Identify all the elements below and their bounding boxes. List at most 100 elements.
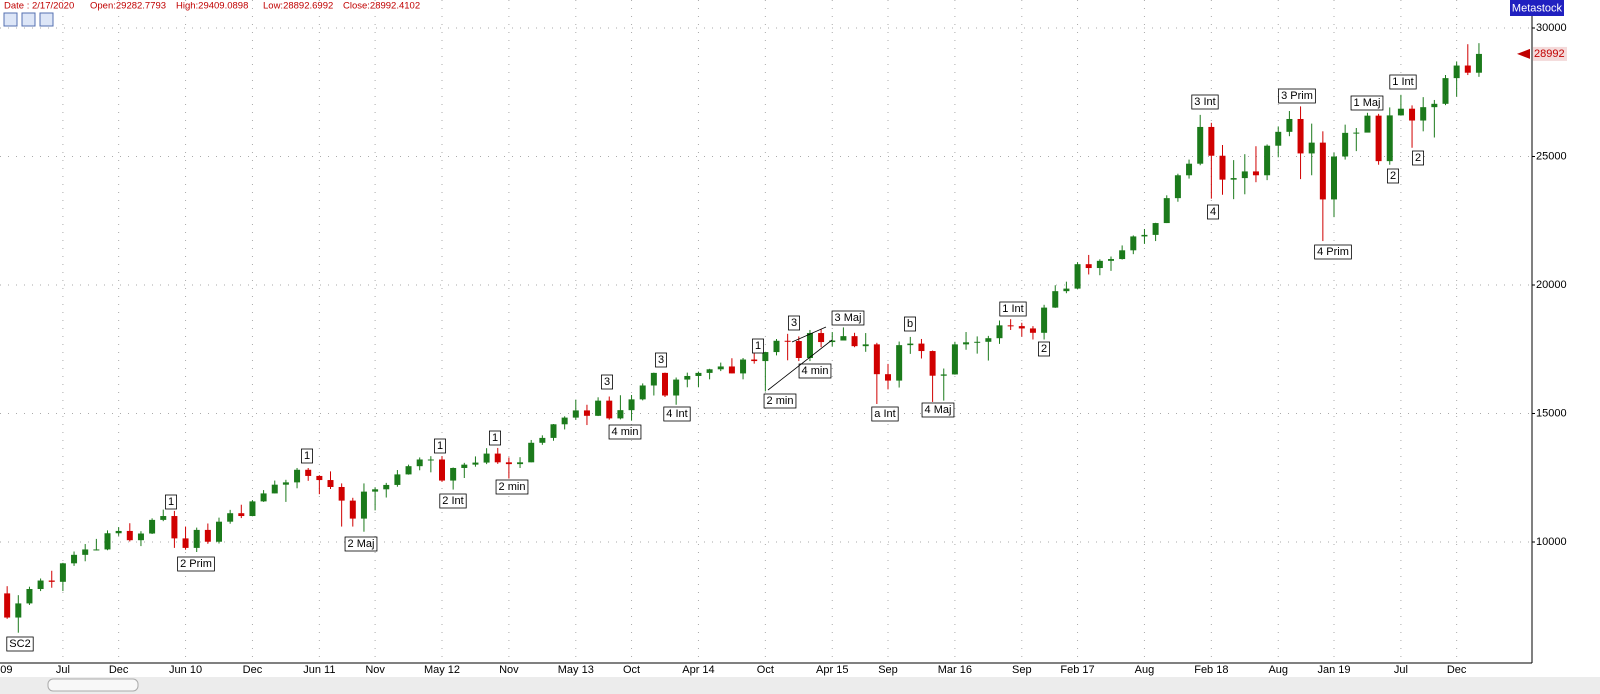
wave-label-box [831,310,865,326]
wave-label-box [1412,150,1424,166]
x-tick-label: Jan 19 [1317,664,1350,676]
wave-label-box [301,448,313,464]
candle-body [1018,326,1025,329]
candle-body [93,549,100,551]
candle-body [539,437,546,443]
wave-label-box [608,424,642,440]
toolbar-icons[interactable] [3,12,54,27]
icon[interactable] [3,12,18,27]
wave-label: 3 [791,317,797,329]
wave-label: 2 min [767,395,794,407]
candle-body [238,513,245,517]
candle-body [996,325,1003,339]
candle-body [1041,307,1048,333]
x-tick-label: May 12 [424,664,460,676]
y-tick-label: 15000 [1536,407,1567,419]
candle-body [762,352,769,362]
icon[interactable] [39,12,54,27]
candle-body [639,385,646,400]
wave-label-box [763,393,797,409]
wave-label-box [165,494,177,510]
x-tick-label: Dec [243,664,263,676]
candle-body [1409,108,1416,121]
candle-body [985,338,992,342]
wave-label-box [495,479,529,495]
wave-label-box [1389,74,1417,90]
wave-label: 2 Prim [180,558,212,570]
candle-body [1108,259,1114,261]
wave-label: a Int [874,408,895,420]
candle-body [517,462,524,465]
wave-label-box [489,430,501,446]
candle-body [1063,288,1070,292]
candle-body [494,453,501,463]
candle-body [773,340,780,353]
candle-body [1152,223,1159,235]
trend-line [791,326,827,343]
wave-label: 1 Maj [1354,97,1381,109]
x-tick-label: Feb 17 [1060,664,1094,676]
candle-body [1096,260,1103,269]
wave-label: 1 Int [1002,303,1023,315]
candle-body [818,333,825,343]
price-marker-arrow [1517,48,1530,59]
candle-body [673,379,680,396]
scroll-thumb[interactable] [47,678,139,692]
header-high: High:29409.0898 [176,1,248,12]
candle-body [751,359,758,362]
candle-body [483,453,490,463]
wave-label-box [663,406,691,422]
candle-body [505,462,512,465]
x-tick-label: Sep [878,664,898,676]
candle-body [1130,236,1137,251]
icon[interactable] [21,12,36,27]
candle-body [1141,234,1148,237]
x-tick-label: Jul [1394,664,1408,676]
candle-body [383,484,390,490]
candle-body [873,344,880,375]
x-tick-label: Sep [1012,664,1032,676]
candle-body [1052,291,1059,308]
candle-body [1297,118,1304,154]
x-tick-label: Aug [1135,664,1155,676]
wave-label: 1 [755,340,761,352]
candle-body [840,336,847,341]
annotations: SC2 2 Prim 1 1 2 Maj 1 2 Int 1 2 min 3 4 min 3 4 Int… [6,74,1424,652]
candle-body [1331,156,1337,200]
candle-body [149,519,156,534]
candle-body [550,424,557,438]
wave-label: 2 Maj [348,538,375,550]
candle-body [394,474,401,485]
x-tick-label: Apr 14 [682,664,714,676]
wave-label-box [752,338,764,354]
wave-label-box [1038,341,1050,357]
wave-label-box [1191,94,1219,110]
candle-body [1319,142,1326,200]
wave-label: SC2 [9,638,30,650]
candle-body [606,400,613,419]
candle-body [1163,198,1170,224]
wave-label-box [921,402,955,418]
candle-body [15,603,22,618]
candle-body [1342,132,1349,157]
candle-body [572,410,579,418]
wave-label: 3 [604,376,610,388]
candle-body [450,467,457,481]
candle-body [59,563,66,582]
candle-body [896,345,903,381]
candle-body [740,359,747,374]
wave-label-box [999,301,1027,317]
candle-body [461,464,468,468]
wave-label: 1 Int [1392,76,1413,88]
wave-label: 4 Prim [1317,246,1349,258]
candle-body [305,469,312,476]
candle-body [249,501,256,517]
candle-body [1353,132,1360,134]
candle-body [784,340,791,342]
y-tick-label: 25000 [1536,150,1567,162]
candle-body [1386,115,1393,162]
candle-body [1264,145,1271,176]
wave-label-box [177,556,215,572]
scrollbar[interactable] [0,677,1600,694]
candle-body [1475,53,1482,73]
